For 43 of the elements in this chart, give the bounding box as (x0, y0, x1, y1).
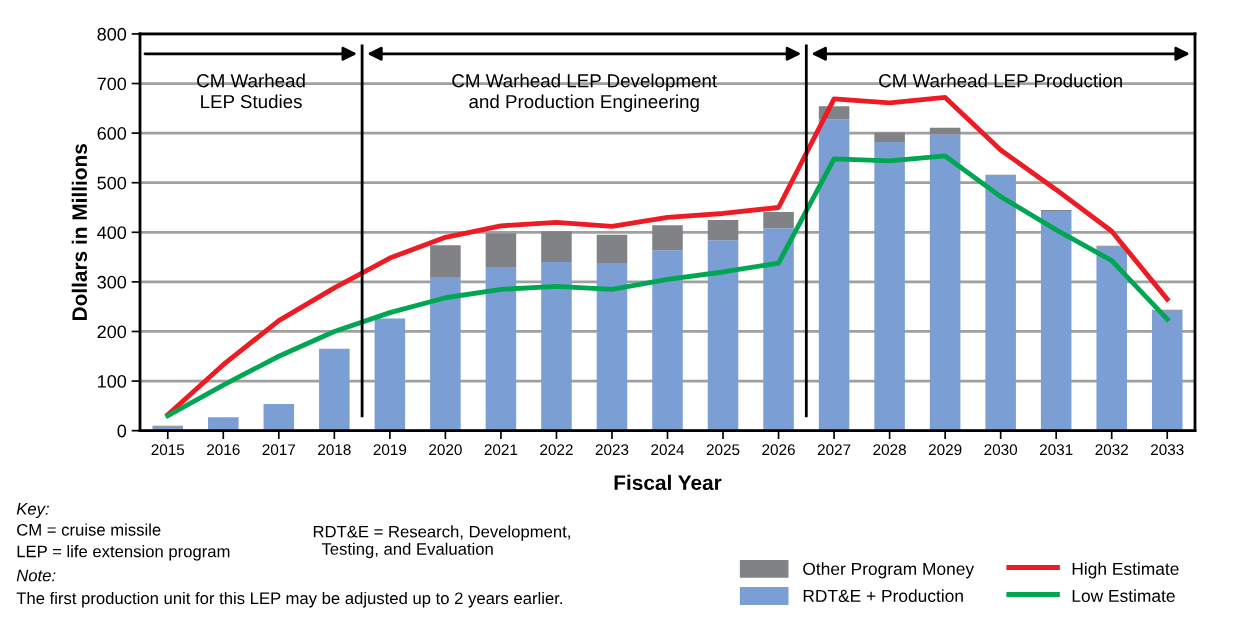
text: The first production unit for this LEP may be adjusted up to 2 years earlier. (16, 591, 562, 608)
x-tick-label: 2027 (817, 444, 851, 456)
x-tick-label: 2030 (984, 444, 1018, 456)
legend-label: High Estimate (1072, 562, 1179, 579)
y-tick-label: 500 (97, 176, 127, 190)
x-tick-label: 2029 (928, 444, 962, 456)
x-axis-title: Fiscal Year (614, 474, 722, 491)
annotation: CM Warhead LEP Development and Production Engineering (452, 73, 717, 112)
x-tick-label: 2022 (540, 444, 573, 456)
x-tick-label: 2033 (1151, 444, 1184, 456)
legend-label: Low Estimate (1072, 589, 1175, 603)
text: CM = cruise missile (17, 523, 161, 536)
x-tick-label: 2015 (151, 444, 185, 456)
y-tick-label: 800 (97, 27, 127, 41)
x-tick-label: 2025 (706, 444, 740, 456)
x-tick-label: 2026 (762, 444, 795, 456)
x-tick-label: 2023 (595, 444, 629, 456)
y-tick-label: 0 (117, 424, 127, 438)
x-tick-label: 2016 (207, 444, 240, 456)
x-tick-label: 2019 (373, 444, 407, 456)
x-tick-label: 2028 (873, 444, 906, 456)
y-tick-label: 300 (97, 275, 127, 289)
legend-label: RDT&E + Production (803, 589, 963, 603)
x-tick-label: 2017 (262, 444, 296, 456)
x-tick-label: 2024 (651, 444, 685, 456)
y-tick-label: 100 (98, 375, 127, 388)
y-tick-label: 400 (97, 226, 127, 240)
y-axis-title: Dollars in Millions (71, 144, 88, 321)
legend-label: Other Program Money (803, 562, 975, 579)
text: LEP = life extension program (17, 545, 230, 561)
y-tick-label: 600 (97, 127, 127, 140)
text: Key: (16, 503, 49, 519)
x-tick-label: 2018 (318, 444, 351, 456)
x-tick-label: 2032 (1095, 444, 1128, 456)
text: RDT&E = Research, Development, Testing, and Evaluation (313, 525, 570, 559)
annotation: CM Warhead LEP Studies (197, 73, 305, 109)
x-tick-label: 2020 (429, 444, 462, 456)
x-tick-label: 2031 (1039, 444, 1073, 456)
y-tick-label: 700 (97, 77, 127, 91)
annotation: CM Warhead LEP Production (879, 73, 1122, 88)
x-tick-label: 2021 (484, 444, 518, 456)
text: Note: (16, 569, 56, 582)
y-tick-label: 200 (97, 325, 127, 339)
